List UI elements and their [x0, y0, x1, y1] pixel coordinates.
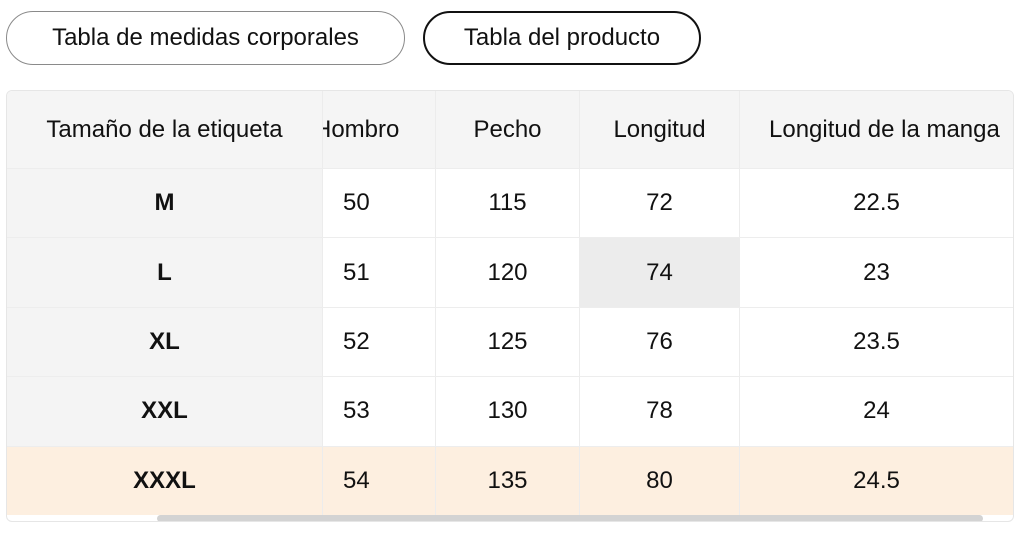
horizontal-scrollbar-thumb[interactable] — [157, 515, 983, 521]
cell-shoulder: 54 — [323, 446, 436, 515]
cell-size: XXXL — [7, 446, 323, 515]
table-row: XXL 53 130 78 24 — [7, 376, 1013, 446]
header-size-label: Tamaño de la etiqueta — [7, 91, 323, 168]
cell-sleeve-length: 24 — [863, 397, 890, 425]
size-table-container[interactable]: Tamaño de la etiqueta Hombro Pecho Longi… — [6, 90, 1014, 522]
cell-sleeve-length: 24.5 — [853, 466, 900, 494]
header-chest: Pecho — [436, 91, 580, 168]
cell-chest: 115 — [436, 169, 580, 238]
cell-sleeve-length: 23.5 — [853, 327, 900, 355]
cell-length: 72 — [580, 169, 740, 238]
header-sleeve-length: Longitud de la manga — [769, 115, 1000, 143]
size-table: Tamaño de la etiqueta Hombro Pecho Longi… — [7, 91, 1013, 515]
cell-length: 76 — [580, 307, 740, 377]
cell-chest: 120 — [436, 238, 580, 307]
cell-shoulder: 53 — [323, 377, 436, 446]
cell-chest: 135 — [436, 446, 580, 515]
cell-shoulder: 52 — [323, 307, 436, 377]
cell-length-hovered: 74 — [580, 238, 740, 307]
table-row-highlighted: XXXL 54 135 80 24.5 — [7, 445, 1013, 515]
cell-shoulder: 51 — [323, 238, 436, 307]
cell-sleeve-length: 23 — [863, 258, 890, 286]
table-row: XL 52 125 76 23.5 — [7, 306, 1013, 377]
cell-length: 78 — [580, 377, 740, 446]
cell-size: XL — [7, 307, 323, 377]
cell-chest: 125 — [436, 307, 580, 377]
header-shoulder: Hombro — [323, 91, 436, 168]
table-header-row: Tamaño de la etiqueta Hombro Pecho Longi… — [7, 91, 1013, 168]
tab-body-measurements[interactable]: Tabla de medidas corporales — [6, 11, 405, 65]
table-row: M 50 115 72 22.5 — [7, 168, 1013, 238]
header-length: Longitud — [580, 91, 740, 168]
cell-length: 80 — [580, 446, 740, 515]
cell-sleeve-length: 22.5 — [853, 189, 900, 217]
tab-product-measurements[interactable]: Tabla del producto — [423, 11, 701, 65]
cell-size: L — [7, 238, 323, 307]
cell-size: XXL — [7, 377, 323, 446]
cell-size: M — [7, 169, 323, 238]
cell-shoulder: 50 — [323, 169, 436, 238]
table-row: L 51 120 74 23 — [7, 237, 1013, 307]
cell-chest: 130 — [436, 377, 580, 446]
